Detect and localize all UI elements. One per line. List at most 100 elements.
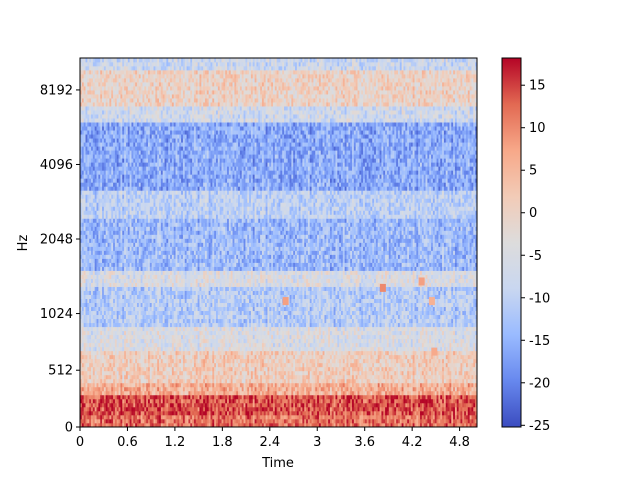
spectrogram-cell (146, 94, 149, 99)
spectrogram-cell (136, 218, 140, 223)
spectrogram-cell (168, 58, 171, 63)
spectrogram-cell (103, 170, 107, 175)
spectrogram-cell (144, 394, 147, 400)
spectrogram-cell (96, 382, 99, 388)
spectrogram-cell (153, 122, 156, 127)
spectrogram-cell (113, 390, 116, 396)
spectrogram-cell (129, 406, 132, 412)
spectrogram-cell (122, 310, 125, 316)
spectrogram-cell (120, 362, 123, 368)
spectrogram-cell (91, 66, 94, 71)
spectrogram-cell (103, 362, 107, 368)
spectrogram-cell (146, 222, 149, 227)
spectrogram-cell (138, 158, 141, 163)
spectrogram-cell (83, 162, 86, 167)
spectrogram-cell (92, 62, 96, 67)
spectrogram-cell (122, 422, 125, 427)
spectrogram-cell (146, 202, 149, 207)
spectrogram-cell (94, 138, 97, 143)
spectrogram-cell (87, 314, 90, 320)
spectrogram-cell (135, 362, 138, 368)
spectrogram-cell (135, 226, 138, 231)
spectrogram-cell (85, 102, 88, 107)
spectrogram-cell (114, 150, 118, 155)
spectrogram-cell (124, 234, 127, 239)
spectrogram-cell (149, 286, 153, 291)
spectrogram-cell (140, 146, 143, 151)
spectrogram-cell (85, 418, 88, 424)
spectrogram-cell (122, 170, 125, 175)
spectrogram-cell (168, 390, 171, 396)
spectrogram-cell (118, 198, 121, 203)
spectrogram-cell (94, 382, 97, 388)
spectrogram-cell (81, 258, 85, 263)
spectrogram-cell (133, 110, 136, 115)
spectrogram-cell (135, 342, 138, 348)
spectrogram-cell (140, 74, 143, 79)
spectrogram-cell (113, 186, 116, 191)
spectrogram-cell (91, 242, 94, 247)
spectrogram-cell (111, 90, 114, 95)
spectrogram-cell (114, 78, 118, 83)
spectrogram-cell (91, 290, 94, 295)
spectrogram-cell (157, 274, 160, 279)
spectrogram-cell (140, 182, 143, 187)
spectrogram-cell (114, 230, 118, 235)
spectrogram-cell (149, 66, 153, 71)
spectrogram-cell (135, 310, 138, 316)
spectrogram-cell (103, 166, 107, 171)
spectrogram-cell (87, 414, 90, 420)
spectrogram-cell (131, 342, 134, 348)
spectrogram-cell (142, 122, 145, 127)
spectrogram-cell (138, 134, 141, 139)
spectrogram-cell (125, 154, 129, 159)
spectrogram-cell (100, 286, 103, 291)
spectrogram-cell (107, 338, 110, 344)
spectrogram-cell (146, 322, 149, 328)
spectrogram-cell (144, 122, 147, 127)
spectrogram-cell (168, 234, 171, 239)
spectrogram-cell (96, 222, 99, 227)
spectrogram-cell (135, 318, 138, 324)
spectrogram-cell (166, 282, 169, 287)
spectrogram-cell (103, 334, 107, 340)
spectrogram-cell (144, 338, 147, 344)
spectrogram-cell (142, 266, 145, 271)
spectrogram-cell (109, 310, 112, 316)
spectrogram-cell (135, 398, 138, 404)
spectrogram-cell (140, 346, 143, 352)
spectrogram-cell (81, 246, 85, 251)
spectrogram-cell (162, 222, 165, 227)
spectrogram-cell (116, 166, 119, 171)
spectrogram-cell (149, 406, 153, 412)
spectrogram-cell (83, 366, 86, 372)
spectrogram-cell (98, 210, 101, 215)
spectrogram-cell (118, 202, 121, 207)
spectrogram-cell (113, 246, 116, 251)
spectrogram-cell (114, 286, 118, 291)
spectrogram-cell (80, 382, 83, 388)
spectrogram-cell (125, 390, 129, 396)
spectrogram-cell (107, 318, 110, 324)
spectrogram-cell (85, 338, 88, 344)
spectrogram-cell (96, 118, 99, 123)
spectrogram-cell (91, 126, 94, 131)
spectrogram-cell (89, 74, 92, 79)
spectrogram-cell (98, 286, 101, 291)
spectrogram-cell (129, 166, 132, 171)
spectrogram-cell (162, 194, 165, 199)
spectrogram-cell (105, 214, 108, 219)
spectrogram-cell (164, 162, 167, 167)
spectrogram-cell (160, 230, 164, 235)
spectrogram-cell (81, 422, 85, 427)
spectrogram-cell (83, 266, 86, 271)
spectrogram-cell (118, 130, 121, 135)
spectrogram-cell (94, 402, 97, 408)
spectrogram-cell (96, 246, 99, 251)
spectrogram-cell (155, 242, 158, 247)
spectrogram-cell (107, 258, 110, 263)
spectrogram-cell (118, 262, 121, 267)
spectrogram-cell (160, 134, 164, 139)
spectrogram-cell (138, 142, 141, 147)
spectrogram-cell (94, 326, 97, 332)
